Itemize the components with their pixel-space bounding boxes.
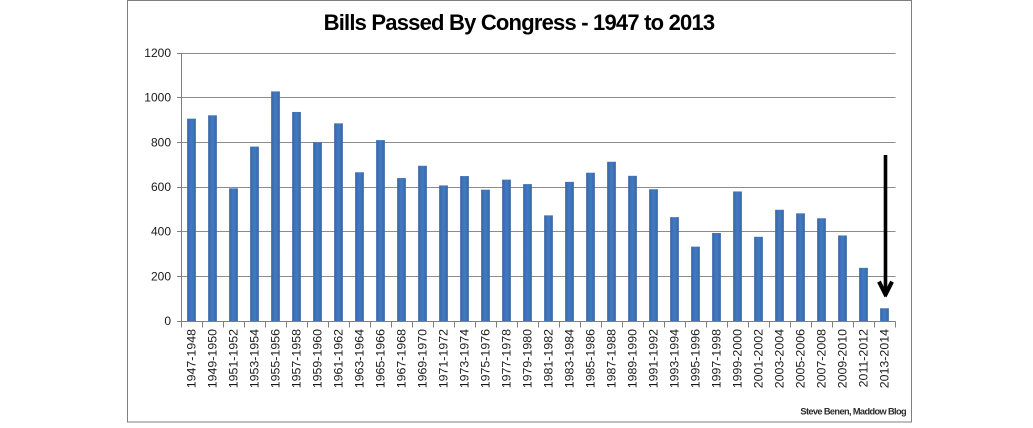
- svg-text:1971-1972: 1971-1972: [437, 329, 451, 388]
- svg-text:1951-1952: 1951-1952: [227, 329, 241, 388]
- svg-text:800: 800: [151, 135, 171, 149]
- svg-text:2007-2008: 2007-2008: [815, 329, 829, 388]
- svg-text:1995-1996: 1995-1996: [689, 329, 703, 388]
- svg-text:1957-1958: 1957-1958: [290, 329, 304, 388]
- svg-text:Bills Passed By Congress - 194: Bills Passed By Congress - 1947 to 2013: [324, 10, 715, 35]
- svg-text:2003-2004: 2003-2004: [773, 329, 787, 388]
- svg-text:1947-1948: 1947-1948: [185, 329, 199, 388]
- svg-text:1989-1990: 1989-1990: [626, 329, 640, 388]
- svg-text:1959-1960: 1959-1960: [311, 329, 325, 388]
- svg-text:600: 600: [151, 180, 171, 194]
- svg-text:1991-1992: 1991-1992: [647, 329, 661, 388]
- svg-text:1973-1974: 1973-1974: [458, 329, 472, 388]
- svg-text:1997-1998: 1997-1998: [710, 329, 724, 388]
- svg-text:1963-1964: 1963-1964: [353, 329, 367, 388]
- svg-text:1965-1966: 1965-1966: [374, 329, 388, 388]
- svg-text:1975-1976: 1975-1976: [479, 329, 493, 388]
- svg-text:1981-1982: 1981-1982: [542, 329, 556, 388]
- svg-text:1983-1984: 1983-1984: [563, 329, 577, 388]
- svg-text:2011-2012: 2011-2012: [857, 329, 871, 387]
- svg-text:1967-1968: 1967-1968: [395, 329, 409, 388]
- svg-text:2005-2006: 2005-2006: [794, 329, 808, 388]
- svg-text:0: 0: [164, 314, 171, 328]
- svg-text:1993-1994: 1993-1994: [668, 329, 682, 388]
- svg-text:400: 400: [151, 225, 171, 239]
- svg-text:1961-1962: 1961-1962: [332, 329, 346, 388]
- svg-text:1949-1950: 1949-1950: [206, 329, 220, 388]
- svg-text:Steve Benen, Maddow Blog: Steve Benen, Maddow Blog: [800, 407, 906, 417]
- svg-text:2001-2002: 2001-2002: [752, 329, 766, 388]
- svg-text:2013-2014: 2013-2014: [878, 329, 892, 388]
- svg-text:1953-1954: 1953-1954: [248, 329, 262, 388]
- svg-text:1987-1988: 1987-1988: [605, 329, 619, 388]
- svg-text:1000: 1000: [144, 91, 171, 105]
- svg-text:1200: 1200: [144, 46, 171, 60]
- svg-text:1979-1980: 1979-1980: [521, 329, 535, 388]
- svg-text:1977-1978: 1977-1978: [500, 329, 514, 388]
- svg-text:200: 200: [151, 269, 171, 283]
- svg-text:1955-1956: 1955-1956: [269, 329, 283, 388]
- svg-text:1969-1970: 1969-1970: [416, 329, 430, 388]
- svg-text:2009-2010: 2009-2010: [836, 329, 850, 388]
- svg-text:1985-1986: 1985-1986: [584, 329, 598, 388]
- svg-text:1999-2000: 1999-2000: [731, 329, 745, 388]
